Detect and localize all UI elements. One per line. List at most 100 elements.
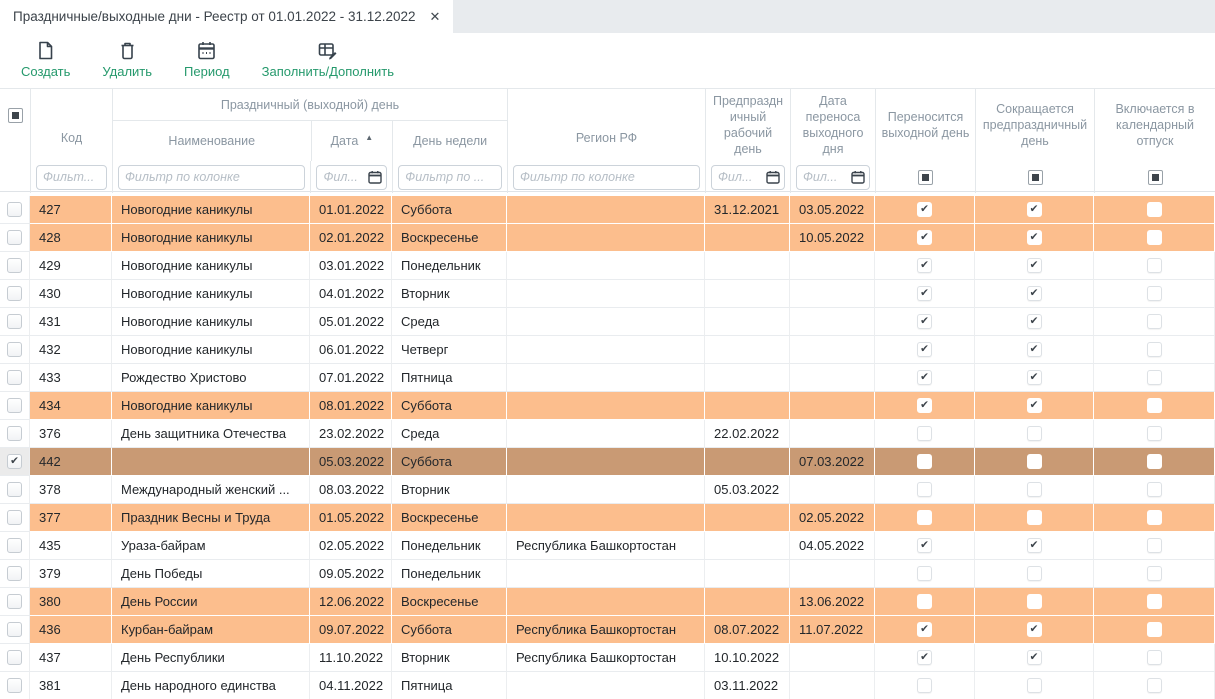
filter-input-region[interactable] xyxy=(513,164,700,190)
table-row[interactable]: 433 Рождество Христово 07.01.2022 Пятниц… xyxy=(0,364,1215,392)
filter-input-weekday[interactable] xyxy=(398,164,502,190)
filter-input-name[interactable] xyxy=(118,164,306,190)
row-checkbox[interactable] xyxy=(7,510,22,525)
carry-checkbox[interactable]: ✔ xyxy=(917,202,932,217)
vacation-checkbox[interactable] xyxy=(1146,286,1162,301)
column-title-weekday[interactable]: День недели xyxy=(392,121,507,161)
carry-checkbox[interactable] xyxy=(917,482,932,497)
vacation-checkbox[interactable] xyxy=(1146,202,1162,217)
row-checkbox[interactable] xyxy=(7,314,22,329)
filter-input-transfer-date[interactable] xyxy=(796,164,870,190)
vacation-checkbox[interactable] xyxy=(1146,594,1162,609)
carry-checkbox[interactable] xyxy=(917,426,932,441)
vacation-checkbox[interactable] xyxy=(1146,398,1162,413)
row-checkbox[interactable] xyxy=(7,286,22,301)
delete-button[interactable]: Удалить xyxy=(102,40,152,79)
column-title-transfer-date[interactable]: Дата переноса выходного дня xyxy=(802,93,864,157)
close-icon[interactable]: ✕ xyxy=(429,8,441,24)
carry-checkbox[interactable]: ✔ xyxy=(917,650,932,665)
shorten-checkbox[interactable]: ✔ xyxy=(1026,538,1042,553)
period-button[interactable]: Период xyxy=(184,40,230,79)
tab-holidays-registry[interactable]: Праздничные/выходные дни - Реестр от 01.… xyxy=(0,0,454,33)
row-checkbox[interactable] xyxy=(7,370,22,385)
carry-checkbox[interactable]: ✔ xyxy=(917,314,932,329)
carry-checkbox[interactable]: ✔ xyxy=(917,370,932,385)
row-checkbox[interactable] xyxy=(7,482,22,497)
carry-checkbox[interactable] xyxy=(917,454,932,469)
shorten-checkbox[interactable]: ✔ xyxy=(1026,202,1042,217)
column-title-date[interactable]: Дата ▲ xyxy=(310,121,393,161)
column-title-vacation[interactable]: Включается в календарный отпуск xyxy=(1115,101,1195,149)
table-row[interactable]: 430 Новогодние каникулы 04.01.2022 Вторн… xyxy=(0,280,1215,308)
table-row[interactable]: 376 День защитника Отечества 23.02.2022 … xyxy=(0,420,1215,448)
carry-checkbox[interactable] xyxy=(917,510,932,525)
table-row[interactable]: 381 День народного единства 04.11.2022 П… xyxy=(0,672,1215,699)
shorten-checkbox[interactable]: ✔ xyxy=(1026,398,1042,413)
carry-checkbox[interactable] xyxy=(917,566,932,581)
table-row[interactable]: 436 Курбан-байрам 09.07.2022 Суббота Рес… xyxy=(0,616,1215,644)
vacation-checkbox[interactable] xyxy=(1146,230,1162,245)
vacation-checkbox[interactable] xyxy=(1146,566,1162,581)
table-row[interactable]: 431 Новогодние каникулы 05.01.2022 Среда… xyxy=(0,308,1215,336)
row-checkbox[interactable] xyxy=(7,538,22,553)
row-checkbox[interactable] xyxy=(7,594,22,609)
carry-checkbox[interactable]: ✔ xyxy=(917,342,932,357)
column-title-region[interactable]: Регион РФ xyxy=(575,130,638,145)
shorten-checkbox[interactable]: ✔ xyxy=(1026,314,1042,329)
table-row[interactable]: 432 Новогодние каникулы 06.01.2022 Четве… xyxy=(0,336,1215,364)
vacation-checkbox[interactable] xyxy=(1146,258,1162,273)
carry-checkbox[interactable]: ✔ xyxy=(917,258,932,273)
filter-checkbox-vacation[interactable] xyxy=(1147,169,1163,185)
vacation-checkbox[interactable] xyxy=(1146,678,1162,693)
row-checkbox[interactable] xyxy=(7,650,22,665)
carry-checkbox[interactable]: ✔ xyxy=(917,230,932,245)
filter-input-pre-holiday[interactable] xyxy=(711,164,785,190)
table-row[interactable]: 427 Новогодние каникулы 01.01.2022 Суббо… xyxy=(0,196,1215,224)
vacation-checkbox[interactable] xyxy=(1146,482,1162,497)
row-checkbox[interactable] xyxy=(7,258,22,273)
vacation-checkbox[interactable] xyxy=(1146,426,1162,441)
shorten-checkbox[interactable] xyxy=(1026,510,1042,525)
vacation-checkbox[interactable] xyxy=(1146,538,1162,553)
vacation-checkbox[interactable] xyxy=(1146,622,1162,637)
fill-append-button[interactable]: Заполнить/Дополнить xyxy=(262,40,394,79)
row-checkbox[interactable] xyxy=(7,202,22,217)
shorten-checkbox[interactable]: ✔ xyxy=(1026,370,1042,385)
row-checkbox[interactable] xyxy=(7,230,22,245)
create-button[interactable]: Создать xyxy=(21,40,70,79)
vacation-checkbox[interactable] xyxy=(1146,342,1162,357)
table-row[interactable]: 377 Праздник Весны и Труда 01.05.2022 Во… xyxy=(0,504,1215,532)
row-checkbox[interactable] xyxy=(7,342,22,357)
filter-input-date[interactable] xyxy=(316,164,388,190)
table-row[interactable]: 380 День России 12.06.2022 Воскресенье 1… xyxy=(0,588,1215,616)
column-title-code[interactable]: Код xyxy=(60,130,83,145)
row-checkbox[interactable] xyxy=(7,426,22,441)
carry-checkbox[interactable]: ✔ xyxy=(917,286,932,301)
filter-checkbox-shorten[interactable] xyxy=(1027,169,1043,185)
shorten-checkbox[interactable]: ✔ xyxy=(1026,342,1042,357)
column-title-carry[interactable]: Переносится выходной день xyxy=(881,109,970,140)
column-title-pre-holiday[interactable]: Предпраздничный рабочий день xyxy=(712,93,784,157)
shorten-checkbox[interactable] xyxy=(1026,594,1042,609)
carry-checkbox[interactable]: ✔ xyxy=(917,398,932,413)
table-row[interactable]: 434 Новогодние каникулы 08.01.2022 Суббо… xyxy=(0,392,1215,420)
select-all-checkbox[interactable] xyxy=(7,108,23,123)
shorten-checkbox[interactable] xyxy=(1026,426,1042,441)
carry-checkbox[interactable] xyxy=(917,594,932,609)
vacation-checkbox[interactable] xyxy=(1146,650,1162,665)
table-row[interactable]: 429 Новогодние каникулы 03.01.2022 Понед… xyxy=(0,252,1215,280)
vacation-checkbox[interactable] xyxy=(1146,370,1162,385)
shorten-checkbox[interactable]: ✔ xyxy=(1026,622,1042,637)
row-checkbox[interactable] xyxy=(7,622,22,637)
table-row[interactable]: 428 Новогодние каникулы 02.01.2022 Воскр… xyxy=(0,224,1215,252)
table-row[interactable]: 437 День Республики 11.10.2022 Вторник Р… xyxy=(0,644,1215,672)
filter-input-code[interactable] xyxy=(36,164,107,190)
shorten-checkbox[interactable] xyxy=(1026,454,1042,469)
table-row[interactable]: 378 Международный женский ... 08.03.2022… xyxy=(0,476,1215,504)
shorten-checkbox[interactable] xyxy=(1026,566,1042,581)
carry-checkbox[interactable] xyxy=(917,678,932,693)
shorten-checkbox[interactable] xyxy=(1026,678,1042,693)
carry-checkbox[interactable]: ✔ xyxy=(917,622,932,637)
row-checkbox[interactable] xyxy=(7,398,22,413)
table-row[interactable]: ✔ 442 05.03.2022 Суббота 07.03.2022 xyxy=(0,448,1215,476)
